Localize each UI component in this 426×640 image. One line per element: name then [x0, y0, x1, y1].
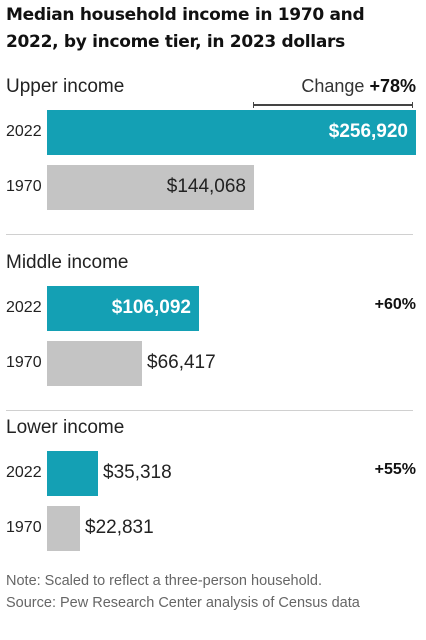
bar-upper-1970 — [47, 165, 254, 210]
group-label-lower: Lower income — [6, 417, 125, 438]
year-label-upper-2022: 2022 — [6, 123, 42, 140]
year-label-middle-2022: 2022 — [6, 299, 42, 316]
group-label-upper: Upper income — [6, 76, 125, 97]
value-label-lower-2022: $35,318 — [103, 462, 172, 483]
bar-middle-2022 — [47, 286, 199, 331]
chart-note: Note: Scaled to reflect a three-person h… — [6, 570, 422, 614]
bar-lower-1970 — [47, 506, 80, 551]
value-label-upper-2022: $256,920 — [328, 121, 408, 142]
change-header-value: +78% — [369, 76, 416, 96]
value-label-middle-2022: $106,092 — [111, 297, 191, 318]
note-text: Note: Scaled to reflect a three-person h… — [6, 573, 322, 589]
value-label-middle-1970: $66,417 — [147, 352, 216, 373]
group-divider — [6, 234, 413, 235]
value-label-lower-1970: $22,831 — [85, 517, 154, 538]
change-header-label: Change — [301, 76, 365, 96]
bar-lower-2022 — [47, 451, 98, 496]
change-value-lower: +55% — [374, 461, 416, 478]
change-value-middle: +60% — [374, 296, 416, 313]
year-label-middle-1970: 1970 — [6, 354, 42, 371]
source-text: Source: Pew Research Center analysis of … — [6, 595, 360, 611]
group-label-middle: Middle income — [6, 252, 129, 273]
year-label-upper-1970: 1970 — [6, 178, 42, 195]
change-bracket — [253, 102, 413, 108]
bar-upper-2022 — [47, 110, 416, 155]
year-label-lower-1970: 1970 — [6, 519, 42, 536]
bar-middle-1970 — [47, 341, 142, 386]
chart-title: Median household income in 1970 and 2022… — [6, 5, 365, 52]
year-label-lower-2022: 2022 — [6, 464, 42, 481]
group-divider — [6, 410, 413, 411]
change-header: Change +78% — [301, 76, 416, 97]
value-label-upper-1970: $144,068 — [166, 176, 246, 197]
